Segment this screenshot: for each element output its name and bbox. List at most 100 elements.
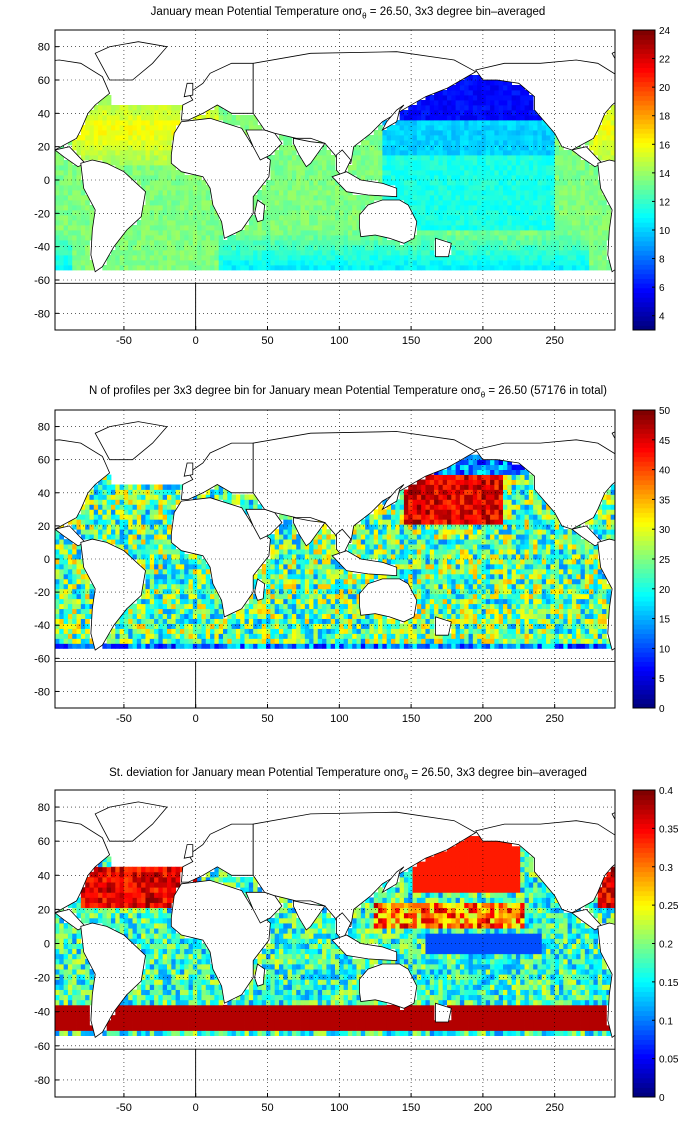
heatmap-cell (128, 120, 133, 126)
heatmap-cell (322, 145, 327, 151)
heatmap-cell (279, 160, 284, 166)
heatmap-cell (145, 240, 151, 246)
heatmap-cell (240, 623, 245, 629)
heatmap-cell (330, 603, 336, 610)
heatmap-cell (175, 494, 181, 500)
heatmap-cell (434, 115, 439, 121)
heatmap-cell (485, 160, 491, 166)
heatmap-cell (76, 265, 82, 271)
heatmap-cell (395, 245, 401, 251)
heatmap-cell (606, 110, 612, 116)
heatmap-cell (257, 573, 263, 580)
heatmap-cell (343, 638, 349, 644)
heatmap-cell (188, 573, 194, 580)
heatmap-cell (296, 554, 301, 560)
heatmap-cell (511, 145, 517, 151)
heatmap-cell (498, 165, 504, 171)
heatmap-cell (119, 135, 125, 141)
heatmap-cell (197, 225, 202, 231)
heatmap-cell (205, 245, 211, 251)
heatmap-cell (304, 578, 310, 585)
heatmap-cell (167, 628, 172, 634)
heatmap-cell (93, 484, 99, 490)
heatmap-cell (154, 135, 159, 141)
heatmap-cell (197, 588, 202, 595)
heatmap-cell (128, 608, 133, 615)
heatmap-cell (395, 180, 401, 186)
heatmap-cell (304, 215, 310, 221)
heatmap-cell (343, 265, 349, 271)
heatmap-cell (235, 235, 241, 241)
heatmap-cell (123, 489, 129, 495)
heatmap-cell (59, 593, 65, 600)
heatmap-cell (503, 175, 508, 181)
heatmap-cell (188, 628, 194, 634)
heatmap-cell (162, 573, 168, 580)
heatmap-cell (451, 210, 457, 216)
heatmap-cell (93, 529, 99, 535)
heatmap-cell (80, 568, 86, 575)
heatmap-cell (360, 250, 366, 256)
heatmap-cell (197, 628, 202, 634)
heatmap-cell (511, 200, 517, 206)
heatmap-cell (244, 623, 250, 629)
heatmap-cell (378, 628, 383, 634)
heatmap-cell (55, 220, 60, 226)
heatmap-cell (171, 165, 177, 171)
heatmap-cell (360, 260, 366, 266)
heatmap-cell (210, 628, 215, 634)
heatmap-cell (123, 509, 129, 515)
heatmap-cell (76, 643, 82, 649)
heatmap-cell (503, 110, 508, 116)
heatmap-cell (296, 583, 301, 590)
heatmap-cell (309, 583, 314, 590)
heatmap-cell (494, 130, 500, 136)
heatmap-cell (218, 603, 224, 610)
heatmap-cell (63, 165, 69, 171)
heatmap-cell (201, 115, 207, 121)
heatmap-cell (128, 115, 133, 121)
heatmap-cell (240, 235, 245, 241)
heatmap-cell (524, 130, 530, 136)
heatmap-cell (72, 240, 77, 246)
heatmap-cell (369, 539, 375, 545)
heatmap-cell (145, 514, 151, 520)
heatmap-cell (266, 225, 271, 231)
heatmap-cell (257, 260, 263, 266)
heatmap-cell (335, 603, 340, 610)
heatmap-cell (515, 190, 521, 196)
heatmap-cell (248, 240, 254, 246)
heatmap-cell (593, 215, 599, 221)
heatmap-cell (175, 554, 181, 560)
heatmap-cell (468, 195, 474, 201)
heatmap-cell (235, 628, 241, 634)
heatmap-cell (119, 643, 125, 649)
heatmap-cell (85, 643, 90, 649)
heatmap-cell (205, 210, 211, 216)
heatmap-cell (287, 608, 293, 615)
heatmap-cell (291, 554, 297, 560)
heatmap-cell (576, 210, 581, 216)
heatmap-cell (472, 100, 478, 106)
heatmap-cell (85, 225, 90, 231)
heatmap-cell (300, 195, 306, 201)
heatmap-cell (399, 180, 405, 186)
heatmap-cell (438, 150, 444, 156)
heatmap-cell (455, 145, 461, 151)
heatmap-cell (464, 190, 469, 196)
heatmap-cell (503, 220, 508, 226)
heatmap-cell (154, 155, 159, 161)
heatmap-cell (158, 514, 164, 520)
heatmap-cell (391, 245, 396, 251)
heatmap-cell (313, 205, 319, 211)
heatmap-cell (335, 170, 340, 176)
heatmap-cell (123, 170, 129, 176)
heatmap-cell (498, 145, 504, 151)
heatmap-cell (93, 489, 99, 495)
heatmap-cell (296, 160, 301, 166)
heatmap-cell (317, 215, 323, 221)
heatmap-cell (434, 260, 439, 266)
heatmap-cell (597, 130, 603, 136)
heatmap-cell (352, 225, 357, 231)
heatmap-cell (141, 240, 146, 246)
